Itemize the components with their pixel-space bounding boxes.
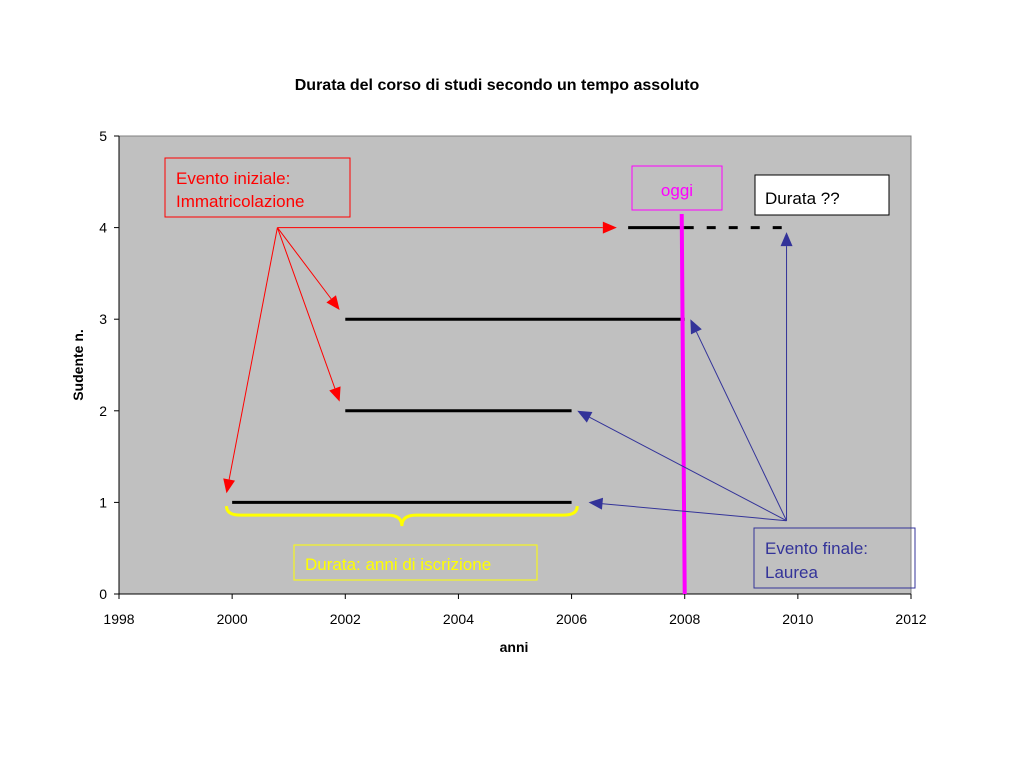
y-tick-label: 5 xyxy=(99,128,107,144)
arrow-head xyxy=(780,232,793,247)
x-tick-label: 2002 xyxy=(330,611,361,627)
evento-iniziale-box-text: Evento iniziale: xyxy=(176,169,290,188)
durata-question-box-text: Durata ?? xyxy=(765,189,840,208)
oggi-label: oggi xyxy=(661,181,693,200)
arrow-head xyxy=(588,497,604,510)
arrow-head xyxy=(602,221,617,234)
evento-iniziale-box-text: Immatricolazione xyxy=(176,192,305,211)
evento-finale-box-text: Laurea xyxy=(765,563,818,582)
evento-iniziale-box xyxy=(164,157,351,218)
arrow-line xyxy=(228,227,278,480)
y-tick-label: 2 xyxy=(99,403,107,419)
arrow-head xyxy=(577,410,593,423)
durata-question-box xyxy=(754,174,890,216)
durata-iscrizione-box-text: Durata: anni di iscrizione xyxy=(305,555,491,574)
y-tick-label: 1 xyxy=(99,494,107,510)
today-line xyxy=(679,213,687,595)
duration-brace xyxy=(224,506,579,527)
x-axis-title: anni xyxy=(500,639,529,655)
arrow-head xyxy=(326,295,340,311)
durata-iscrizione-box xyxy=(293,544,538,581)
y-tick-label: 4 xyxy=(99,220,107,236)
x-tick-label: 1998 xyxy=(103,611,134,627)
arrow-head xyxy=(223,478,236,494)
evento-finale-box-text: Evento finale: xyxy=(765,539,868,558)
arrow-head xyxy=(690,319,702,335)
x-tick-label: 2004 xyxy=(443,611,474,627)
arrow-line xyxy=(589,416,787,522)
x-tick-label: 2000 xyxy=(217,611,248,627)
arrow-line xyxy=(602,503,787,522)
y-axis-title: Sudente n. xyxy=(70,329,86,401)
x-tick-label: 2006 xyxy=(556,611,587,627)
y-tick-label: 3 xyxy=(99,311,107,327)
arrow-line xyxy=(695,331,787,521)
arrow-line xyxy=(277,227,332,300)
arrow-head xyxy=(329,386,341,402)
evento-finale-box xyxy=(753,527,916,589)
x-tick-label: 2012 xyxy=(895,611,926,627)
y-tick-label: 0 xyxy=(99,586,107,602)
x-tick-label: 2010 xyxy=(782,611,813,627)
arrow-line xyxy=(276,227,336,389)
oggi-box xyxy=(631,165,723,211)
chart-title: Durata del corso di studi secondo un tem… xyxy=(295,77,700,94)
x-tick-label: 2008 xyxy=(669,611,700,627)
